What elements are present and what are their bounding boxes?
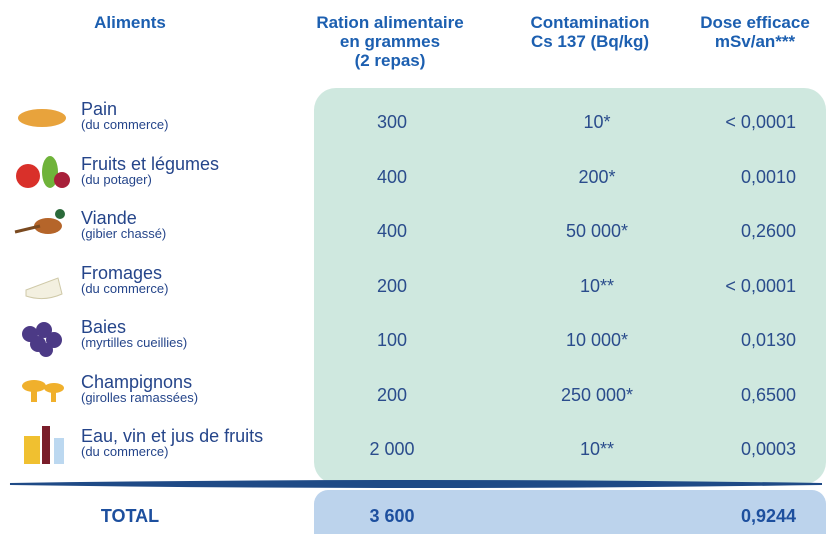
icon-cheese xyxy=(26,278,62,299)
food-note: (du commerce) xyxy=(81,282,168,295)
column-header: en grammes xyxy=(290,33,490,50)
total-ration: 3 600 xyxy=(332,507,452,525)
food-note: (du potager) xyxy=(81,173,152,186)
icon-vegetables xyxy=(16,156,70,188)
page: Aliments Ration alimentaire en grammes (2 r… xyxy=(0,0,830,534)
divider xyxy=(10,481,822,487)
column-header: mSv/an*** xyxy=(670,33,830,50)
food-name: Fromages xyxy=(81,264,162,282)
icon-pheasant xyxy=(15,209,65,234)
food-note: (myrtilles cueillies) xyxy=(81,336,187,349)
dose: 0,0003 xyxy=(640,440,796,458)
column-header: Cs 137 (Bq/kg) xyxy=(490,33,690,50)
column-header: Dose efficace xyxy=(670,14,830,31)
food-note: (du commerce) xyxy=(81,445,168,458)
dose: < 0,0001 xyxy=(640,277,796,295)
icon-berries xyxy=(22,322,62,357)
ration: 400 xyxy=(332,168,452,186)
column-header: Ration alimentaire xyxy=(290,14,490,31)
column-header: Contamination xyxy=(490,14,690,31)
food-name: Eau, vin et jus de fruits xyxy=(81,427,263,445)
total-label: TOTAL xyxy=(60,507,200,525)
dose: < 0,0001 xyxy=(640,113,796,131)
icon-drinks xyxy=(24,426,64,464)
food-note: (du commerce) xyxy=(81,118,168,131)
food-name: Pain xyxy=(81,100,117,118)
icon-mushrooms xyxy=(22,380,64,402)
ration: 2 000 xyxy=(332,440,452,458)
ration: 300 xyxy=(332,113,452,131)
dose: 0,6500 xyxy=(640,386,796,404)
food-name: Champignons xyxy=(81,373,192,391)
ration: 400 xyxy=(332,222,452,240)
food-name: Viande xyxy=(81,209,137,227)
dose: 0,0130 xyxy=(640,331,796,349)
ration: 200 xyxy=(332,277,452,295)
food-name: Fruits et légumes xyxy=(81,155,219,173)
food-name: Baies xyxy=(81,318,126,336)
dose: 0,0010 xyxy=(640,168,796,186)
column-header: Aliments xyxy=(40,14,220,31)
food-note: (gibier chassé) xyxy=(81,227,166,240)
ration: 100 xyxy=(332,331,452,349)
ration: 200 xyxy=(332,386,452,404)
icon-bread xyxy=(18,109,66,127)
total-dose: 0,9244 xyxy=(640,507,796,525)
food-note: (girolles ramassées) xyxy=(81,391,198,404)
dose: 0,2600 xyxy=(640,222,796,240)
column-header: (2 repas) xyxy=(290,52,490,69)
